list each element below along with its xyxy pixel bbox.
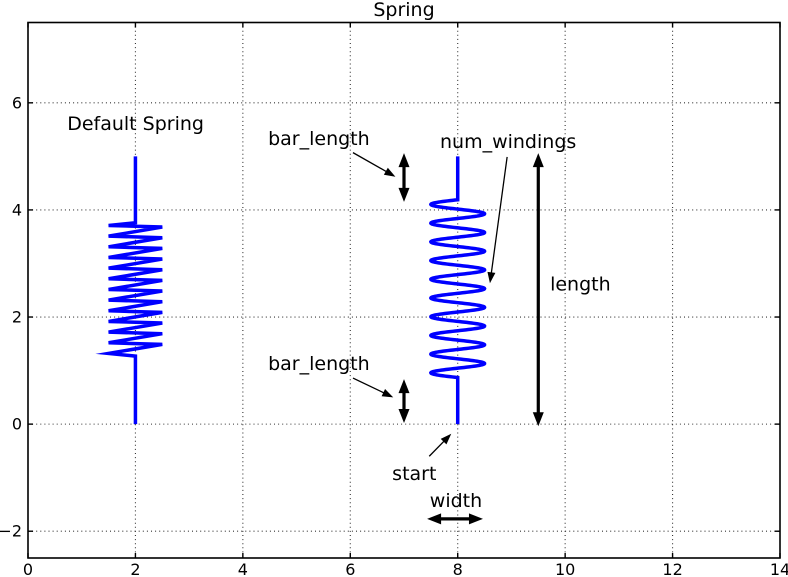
spring-layer xyxy=(95,156,487,425)
bar-length-top-arrow-head xyxy=(383,167,396,177)
y-tick-label: −2 xyxy=(0,522,22,541)
bar-length-bottom-measure-head xyxy=(398,409,410,424)
width-measure-head xyxy=(427,513,442,525)
bar-length-bottom-arrow xyxy=(352,377,394,398)
num-windings-arrow-head xyxy=(487,271,496,284)
bar-length-top-arrow xyxy=(352,152,396,177)
x-tick-label: 8 xyxy=(453,560,463,577)
width-measure-head xyxy=(468,513,483,525)
num-windings-arrow-shaft xyxy=(490,156,508,275)
bar-length-top-measure xyxy=(398,153,410,202)
width-label: width xyxy=(430,490,482,512)
y-tick-label: 6 xyxy=(12,93,22,112)
bar-length-top-measure-head xyxy=(398,153,410,168)
length-measure xyxy=(532,153,544,427)
y-tick-label: 0 xyxy=(12,415,22,434)
start-arrow xyxy=(428,433,452,457)
bar-length-top-measure-head xyxy=(398,187,410,202)
width-measure xyxy=(427,513,483,525)
length-measure-head xyxy=(532,153,544,168)
bar-length-bottom-measure-head xyxy=(398,379,410,394)
x-tick-label: 0 xyxy=(23,560,33,577)
bar-length-bottom-measure xyxy=(398,379,410,424)
bar-length-top-arrow-shaft xyxy=(352,152,389,173)
tick-label-layer: 0 2 4 6 8 10 12 14 −2 0 2 4 6 xyxy=(0,93,788,577)
default-spring xyxy=(95,156,163,425)
bar-length-bottom-label: bar_length xyxy=(268,353,370,375)
x-tick-label: 2 xyxy=(130,560,140,577)
x-tick-label: 14 xyxy=(770,560,788,577)
start-arrow-shaft xyxy=(428,439,446,457)
num-windings-label: num_windings xyxy=(440,131,576,153)
annotation-layer: Default Spring bar_length num_windingsleng… xyxy=(67,113,611,525)
y-tick-label: 4 xyxy=(12,200,22,219)
x-tick-label: 4 xyxy=(238,560,248,577)
plot-border xyxy=(27,21,781,559)
annotated-spring xyxy=(428,156,487,425)
bar-length-top-label: bar_length xyxy=(268,128,370,150)
chart-title: Spring xyxy=(373,0,434,21)
length-measure-head xyxy=(532,412,544,427)
start-arrow-head xyxy=(440,433,452,445)
x-tick-label: 6 xyxy=(345,560,355,577)
x-tick-label: 12 xyxy=(662,560,682,577)
length-label: length xyxy=(550,273,611,295)
start-label: start xyxy=(392,463,436,485)
bar-length-bottom-arrow-head xyxy=(381,388,394,398)
axes-layer xyxy=(27,21,781,559)
bar-length-bottom-arrow-shaft xyxy=(352,377,386,395)
default-spring-label: Default Spring xyxy=(67,113,204,135)
x-tick-label: 10 xyxy=(555,560,575,577)
y-tick-label: 2 xyxy=(12,308,22,327)
num-windings-arrow xyxy=(487,156,508,284)
